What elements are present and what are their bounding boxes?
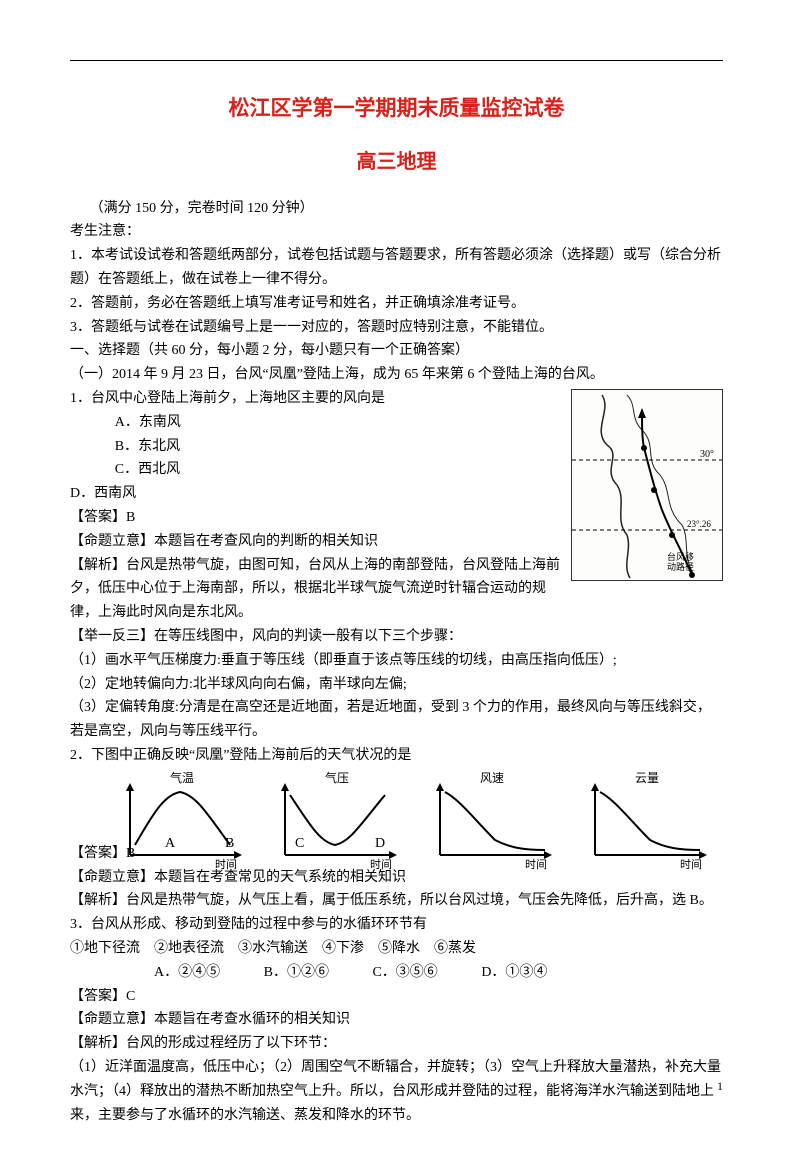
typhoon-map: 30° 23°.26 台风移 动路径 <box>571 389 723 581</box>
notice-2: 2．答题前，务必在答题纸上填写准考证号和姓名，并正确填涂准考证号。 <box>70 292 723 316</box>
q3-stem: 3．台风从形成、移动到登陆的过程中参与的水循环环节有 <box>70 913 723 937</box>
svg-text:云量: 云量 <box>635 771 659 785</box>
notice-3: 3．答题纸与试卷在试题编号上是一一对应的，答题时应特别注意，不能错位。 <box>70 316 723 340</box>
svg-text:风速: 风速 <box>480 771 504 785</box>
notice-1: 1．本考试设试卷和答题纸两部分，试卷包括试题与答题要求，所有答题必须涂（选择题）… <box>70 244 723 292</box>
doc-title-2: 高三地理 <box>70 145 723 179</box>
svg-text:台风移: 台风移 <box>667 551 694 562</box>
q3-analysis-h: 【解析】台风的形成过程经历了以下环节： <box>70 1032 723 1056</box>
svg-text:23°.26: 23°.26 <box>687 519 711 529</box>
q3-opt-d: D．①③④ <box>481 961 547 985</box>
section-a-header: 一、选择题（共 60 分，每小题 2 分，每小题只有一个正确答案） <box>70 339 723 363</box>
meta-score-time: （满分 150 分，完卷时间 120 分钟） <box>70 197 723 221</box>
svg-text:气温: 气温 <box>170 770 194 785</box>
svg-text:30°: 30° <box>700 449 714 460</box>
q3-items: ①地下径流 ②地表径流 ③水汽输送 ④下渗 ⑤降水 ⑥蒸发 <box>70 937 723 961</box>
q1-ext1: （1）画水平气压梯度力:垂直于等压线（即垂直于该点等压线的切线，由高压指向低压）… <box>70 649 723 673</box>
q2-intent: 【命题立意】本题旨在考查常见的天气系统的相关知识 <box>70 866 723 890</box>
q3-opt-c: C．③⑤⑥ <box>372 961 437 985</box>
svg-text:气压: 气压 <box>325 770 349 785</box>
top-rule <box>70 60 723 61</box>
q1-extend-header: 【举一反三】在等压线图中，风向的判读一般有以下三个步骤： <box>70 625 723 649</box>
doc-title-1: 松江区学第一学期期末质量监控试卷 <box>70 91 723 127</box>
q1-ext2: （2）定地转偏向力:北半球风向向右偏，南半球向左偏; <box>70 673 723 697</box>
q3-analysis-body: （1）近洋面温度高，低压中心；（2）周围空气不断辐合，并旋转；（3）空气上升释放… <box>70 1056 723 1127</box>
page-number: 1 <box>717 1079 723 1094</box>
q3-intent: 【命题立意】本题旨在考查水循环的相关知识 <box>70 1008 723 1032</box>
notice-header: 考生注意： <box>70 220 723 244</box>
q2-answer: 【答案】B <box>70 842 723 866</box>
q3-options: A．②④⑤ B．①②⑥ C．③⑤⑥ D．①③④ <box>70 961 723 985</box>
q3-opt-b: B．①②⑥ <box>264 961 329 985</box>
q2-analysis: 【解析】台风是热带气旋，从气压上看，属于低压系统，所以台风过境，气压会先降低，后… <box>70 889 723 913</box>
q3-answer: 【答案】C <box>70 985 723 1009</box>
q2-stem: 2．下图中正确反映“凤凰”登陆上海前后的天气状况的是 <box>70 744 723 768</box>
context-1: （一）2014 年 9 月 23 日，台风“凤凰”登陆上海，成为 65 年来第 … <box>70 363 723 387</box>
q3-opt-a: A．②④⑤ <box>154 961 220 985</box>
svg-text:动路径: 动路径 <box>667 561 694 572</box>
q1-ext3: （3）定偏转角度:分清是在高空还是近地面，若是近地面，受到 3 个力的作用，最终… <box>70 696 723 744</box>
